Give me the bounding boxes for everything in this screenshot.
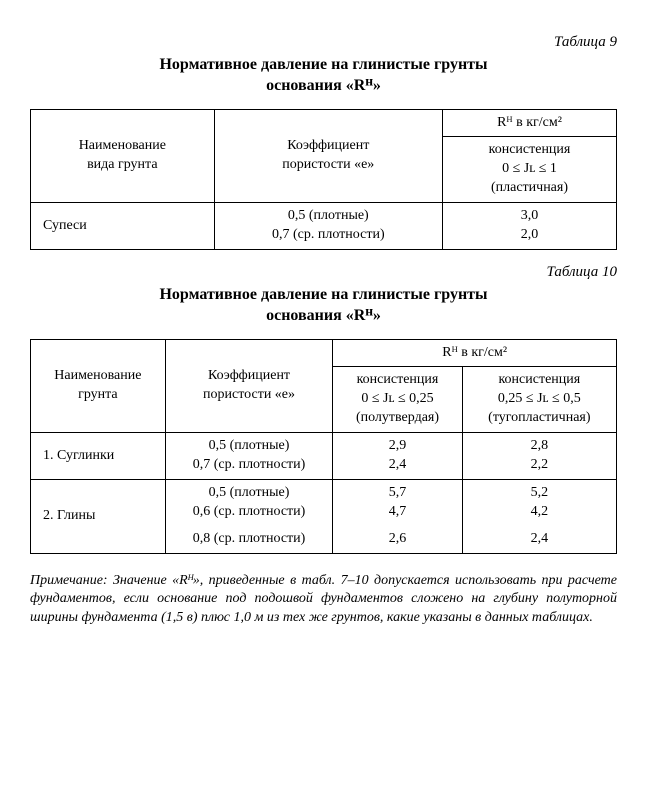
col1-hdr-l1: Наименование [54, 368, 141, 383]
row-name: 2. Глины [31, 479, 166, 553]
v2-l1: 5,2 [531, 485, 549, 500]
table-row: 2. Глины 0,5 (плотные) 0,6 (ср. плотност… [31, 479, 617, 525]
row-name: 1. Суглинки [31, 433, 166, 480]
v1-l1: 2,9 [389, 438, 407, 453]
col4-hdr-l3: (тугопластичная) [488, 410, 590, 425]
col2-hdr-l2: пористости «е» [282, 157, 374, 172]
col4-hdr-l2: 0,25 ≤ Jʟ ≤ 0,5 [498, 391, 581, 406]
table-row: Супеси 0,5 (плотные) 0,7 (ср. плотности)… [31, 203, 617, 250]
col3-hdr-l2: 0 ≤ Jʟ ≤ 0,25 [361, 391, 433, 406]
coef-l2: 0,6 (ср. плотности) [193, 504, 306, 519]
v1-l1: 5,7 [389, 485, 407, 500]
val-l1: 3,0 [521, 208, 539, 223]
v1-l3: 2,6 [333, 526, 462, 553]
table10-label: Таблица 10 [30, 264, 617, 281]
coef-l2: 0,7 (ср. плотности) [272, 227, 385, 242]
v2-l2: 2,2 [531, 457, 549, 472]
coef-l3: 0,8 (ср. плотности) [165, 526, 333, 553]
table10-title-l2: основания «Rᴴ» [266, 307, 381, 324]
coef-l2: 0,7 (ср. плотности) [193, 457, 306, 472]
col2-hdr-l1: Коэффициент [287, 138, 369, 153]
col3-hdr-l2: 0 ≤ Jʟ ≤ 1 [502, 161, 557, 176]
col3-hdr-l1: консистенция [489, 142, 571, 157]
coef-l1: 0,5 (плотные) [288, 208, 369, 223]
table-row: Наименование вида грунта Коэффициент пор… [31, 109, 617, 137]
coef-l1: 0,5 (плотные) [209, 485, 290, 500]
col1-hdr-l2: вида грунта [87, 157, 158, 172]
table9-label: Таблица 9 [30, 34, 617, 51]
row-name: Супеси [31, 203, 215, 250]
col3-hdr-top: Rᴴ в кг/см² [442, 109, 616, 137]
footnote: Примечание: Значение «Rᴴ», приведенные в… [30, 572, 617, 629]
col1-hdr-l1: Наименование [79, 138, 166, 153]
table9: Наименование вида грунта Коэффициент пор… [30, 109, 617, 250]
table9-title: Нормативное давление на глинистые грунты… [30, 55, 617, 97]
table-row: Наименование грунта Коэффициент пористос… [31, 339, 617, 367]
col1-hdr-l2: грунта [78, 387, 118, 402]
col3-hdr-l1: консистенция [357, 372, 439, 387]
v1-l2: 2,4 [389, 457, 407, 472]
col4-hdr-l1: консистенция [498, 372, 580, 387]
v2-l2: 4,2 [531, 504, 549, 519]
col3-hdr-l3: (полутвердая) [356, 410, 439, 425]
table9-title-l2: основания «Rᴴ» [266, 77, 381, 94]
coef-l1: 0,5 (плотные) [209, 438, 290, 453]
v2-l3: 2,4 [462, 526, 616, 553]
table-row: 1. Суглинки 0,5 (плотные) 0,7 (ср. плотн… [31, 433, 617, 480]
col34-hdr-top: Rᴴ в кг/см² [333, 339, 617, 367]
col3-hdr-l3: (пластичная) [491, 180, 568, 195]
table10-title-l1: Нормативное давление на глинистые грунты [159, 286, 487, 303]
table10: Наименование грунта Коэффициент пористос… [30, 339, 617, 554]
table9-title-l1: Нормативное давление на глинистые грунты [159, 56, 487, 73]
col2-hdr-l1: Коэффициент [208, 368, 290, 383]
table10-title: Нормативное давление на глинистые грунты… [30, 285, 617, 327]
v2-l1: 2,8 [531, 438, 549, 453]
v1-l2: 4,7 [389, 504, 407, 519]
val-l2: 2,0 [521, 227, 539, 242]
col2-hdr-l2: пористости «е» [203, 387, 295, 402]
